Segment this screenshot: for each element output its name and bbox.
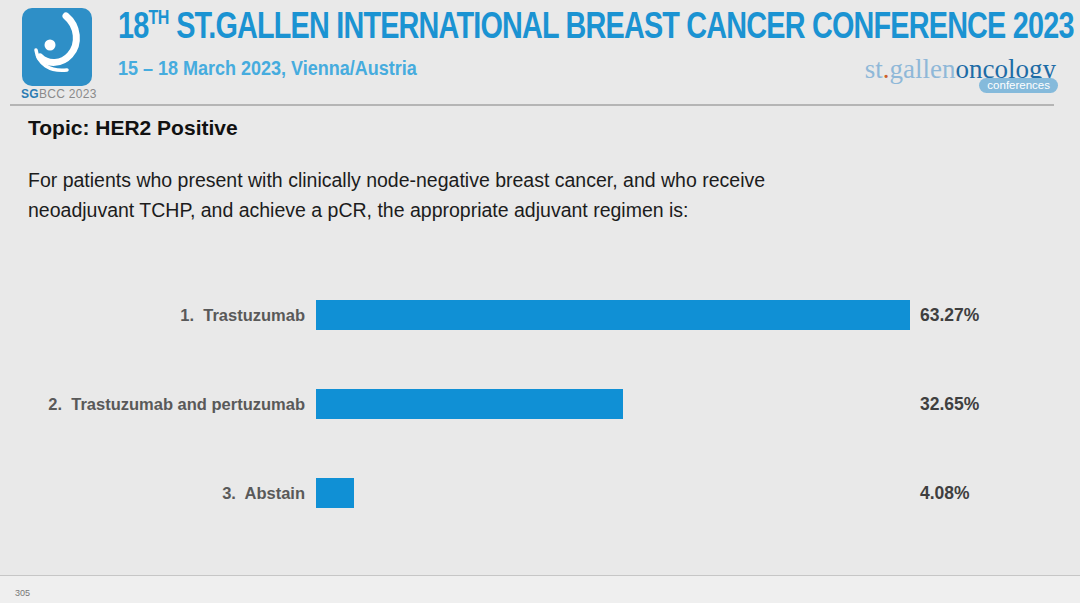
poll-bar xyxy=(316,389,623,419)
breast-logo-icon xyxy=(22,8,92,86)
org-logo-conferences-badge: conferences xyxy=(979,78,1058,93)
poll-option-label: 2. Trastuzumab and pertuzumab xyxy=(0,389,305,419)
topic-heading: Topic: HER2 Positive xyxy=(28,116,238,140)
header-divider xyxy=(10,104,1054,106)
poll-row-trastuzumab: 1. Trastuzumab 63.27% xyxy=(0,300,1080,330)
question-text: For patients who present with clinically… xyxy=(28,165,765,225)
stgallen-oncology-logo: st.gallenoncology conferences xyxy=(865,54,1056,85)
poll-bar xyxy=(316,478,354,508)
org-logo-st: st xyxy=(865,54,883,84)
sgbcc-logo xyxy=(22,8,92,86)
conference-title: 18TH ST.GALLEN INTERNATIONAL BREAST CANC… xyxy=(118,5,1074,47)
sgbcc-caption: SGBCC 2023 xyxy=(21,87,97,101)
conference-date-location: 15 – 18 March 2023, Vienna/Austria xyxy=(118,57,417,80)
title-rest: ST.GALLEN INTERNATIONAL BREAST CANCER CO… xyxy=(169,5,1074,46)
poll-row-trastuzumab-pertuzumab: 2. Trastuzumab and pertuzumab 32.65% xyxy=(0,389,1080,419)
org-logo-dot: . xyxy=(883,54,890,84)
poll-option-label: 3. Abstain xyxy=(0,478,305,508)
org-logo-gallen: gallen xyxy=(890,54,956,84)
poll-value-label: 32.65% xyxy=(920,389,979,419)
slide: SGBCC 2023 18TH ST.GALLEN INTERNATIONAL … xyxy=(0,0,1080,603)
poll-row-abstain: 3. Abstain 4.08% xyxy=(0,478,1080,508)
poll-bar xyxy=(316,300,910,330)
poll-value-label: 4.08% xyxy=(920,478,970,508)
sgbcc-caption-strong: SG xyxy=(21,87,39,101)
poll-value-label: 63.27% xyxy=(920,300,979,330)
title-number: 18 xyxy=(118,5,148,46)
title-ordinal-suffix: TH xyxy=(148,6,169,28)
page-number: 305 xyxy=(15,588,30,598)
poll-results-chart: 1. Trastuzumab 63.27% 2. Trastuzumab and… xyxy=(0,300,1080,510)
footer-strip xyxy=(0,576,1080,603)
sgbcc-caption-rest: BCC 2023 xyxy=(39,87,97,101)
poll-option-label: 1. Trastuzumab xyxy=(0,300,305,330)
